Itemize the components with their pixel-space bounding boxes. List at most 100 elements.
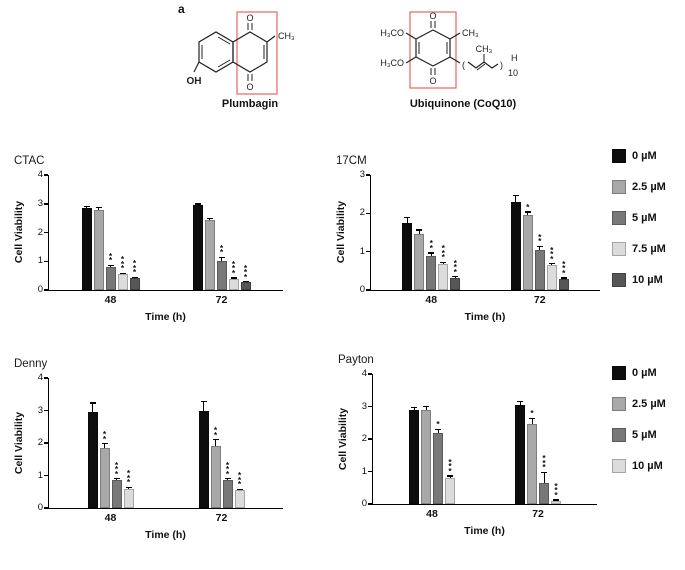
- bar-Payton-48h-10 µM: [445, 478, 455, 504]
- chart-title: Payton: [338, 354, 374, 366]
- bar-column: * * *: [228, 175, 239, 290]
- bar-CTAC-48h-0 µM: [81, 208, 92, 290]
- legend-swatch: [612, 149, 626, 163]
- error-bar: [548, 263, 555, 266]
- bar-column: * * *: [222, 378, 233, 508]
- y-tick-label: 4: [37, 169, 43, 180]
- y-tick-mark: [366, 289, 370, 291]
- error-bar: [553, 499, 559, 501]
- legend-swatch: [612, 273, 626, 287]
- ubiquinone-bracket-open: (: [462, 60, 465, 70]
- bar-Denny-72h-10 µM: [234, 490, 245, 508]
- legend-label: 2.5 µM: [632, 398, 666, 410]
- significance-marker: * * *: [453, 257, 457, 277]
- y-tick-mark: [44, 174, 48, 176]
- plumbagin-o-bottom: O: [246, 82, 253, 92]
- bar-column: *: [433, 374, 443, 504]
- significance-marker: * *: [108, 250, 113, 266]
- legend-label: 5 µM: [632, 429, 657, 441]
- y-tick-label: 3: [359, 169, 365, 180]
- bar-CTAC-72h-0 µM: [192, 205, 203, 290]
- chart-title: 17CM: [336, 155, 367, 167]
- error-bar: [428, 252, 435, 256]
- legend-label: 0 µM: [632, 150, 657, 162]
- error-bar: [113, 478, 120, 481]
- bar-column: [192, 175, 203, 290]
- bar-group-72: * * * * * * * * * 72: [510, 175, 569, 306]
- legend-item: 0 µM: [612, 366, 666, 380]
- bar-Payton-48h-2.5 µM: [421, 409, 431, 504]
- significance-marker: * * *: [554, 480, 558, 500]
- bar-17CM-48h-7.5 µM: [438, 263, 449, 290]
- y-tick-label: 1: [359, 245, 365, 257]
- error-bar: [423, 405, 429, 410]
- plumbagin-drawing: O O OH CH₃: [187, 11, 295, 95]
- bar-column: * * *: [129, 175, 140, 290]
- y-tick-mark: [366, 174, 370, 176]
- y-tick-mark: [44, 203, 48, 205]
- bar-column: [510, 175, 521, 290]
- x-axis-label: Time (h): [464, 311, 506, 323]
- error-bar: [452, 276, 459, 278]
- bar-CTAC-72h-2.5 µM: [204, 219, 215, 290]
- legend-label: 0 µM: [632, 367, 657, 379]
- ubiquinone-bracket-close: ): [500, 60, 503, 70]
- bar-Payton-72h-2.5 µM: [527, 424, 537, 504]
- significance-marker: * *: [429, 238, 433, 253]
- error-bar: [242, 281, 249, 283]
- x-category-label: 72: [532, 508, 544, 520]
- y-tick-label: 2: [359, 207, 365, 219]
- error-bar: [131, 276, 138, 279]
- y-tick-label: 3: [37, 197, 43, 209]
- error-bar: [541, 471, 547, 483]
- y-tick-label: 0: [37, 502, 43, 513]
- error-bar: [212, 439, 219, 447]
- ubiquinone-ch3-chain: CH₃: [476, 44, 493, 54]
- y-tick-label: 2: [361, 433, 367, 444]
- error-bar: [200, 400, 207, 411]
- structure-plumbagin: O O OH CH₃ Plumbagin: [185, 6, 315, 110]
- y-tick-label: 0: [359, 284, 365, 295]
- bar-column: * * *: [450, 175, 461, 290]
- bar-column: * * *: [438, 175, 449, 290]
- bar-Denny-72h-0 µM: [198, 410, 209, 508]
- ubiquinone-highlight-box: [409, 11, 457, 89]
- error-bar: [230, 277, 237, 280]
- bar-Payton-48h-0 µM: [409, 409, 419, 504]
- y-tick-mark: [368, 438, 372, 440]
- ubiquinone-name: Ubiquinone (CoQ10): [409, 98, 517, 110]
- plumbagin-o-top: O: [246, 13, 253, 23]
- bar-CTAC-72h-10 µM: [240, 282, 251, 290]
- bar-column: [515, 374, 525, 504]
- bar-17CM-72h-10 µM: [558, 278, 569, 290]
- y-tick-label: 1: [361, 465, 367, 477]
- x-axis-label: Time (h): [145, 311, 186, 323]
- bar-column: *: [527, 374, 537, 504]
- significance-marker: * * *: [441, 243, 445, 263]
- legend-swatch: [612, 428, 626, 442]
- y-axis-label: Cell Viability: [337, 407, 349, 471]
- y-tick-label: 3: [37, 404, 43, 416]
- plot-area: 0 1 2 3 4 * * * * * * * * 48 * * * * * * * * 72: [38, 170, 283, 306]
- bar-column: * * *: [445, 374, 455, 504]
- significance-marker: * * *: [243, 262, 248, 282]
- bar-group-72: * * * * * * * * 72: [198, 378, 245, 524]
- bar-CTAC-48h-2.5 µM: [93, 209, 104, 290]
- bar-column: * *: [105, 175, 116, 290]
- significance-marker: * * *: [550, 244, 554, 264]
- bar-17CM-72h-5 µM: [534, 249, 545, 290]
- x-category-label: 48: [426, 508, 438, 520]
- bar-CTAC-48h-7.5 µM: [117, 274, 128, 290]
- y-axis-label: Cell Viability: [13, 411, 25, 475]
- bar-column: [204, 175, 215, 290]
- error-bar: [194, 203, 201, 206]
- ubiquinone-repeat-count: 10: [508, 68, 518, 78]
- error-bar: [95, 207, 102, 210]
- bar-column: * * *: [551, 374, 561, 504]
- y-axis-label: Cell Viability: [13, 200, 25, 264]
- plot-area: 0 1 2 3 4 * * * * 48 * * * * * * * 72: [362, 369, 597, 520]
- significance-marker: *: [526, 201, 530, 212]
- bar-Denny-72h-2.5 µM: [210, 446, 221, 508]
- error-bar: [529, 417, 535, 425]
